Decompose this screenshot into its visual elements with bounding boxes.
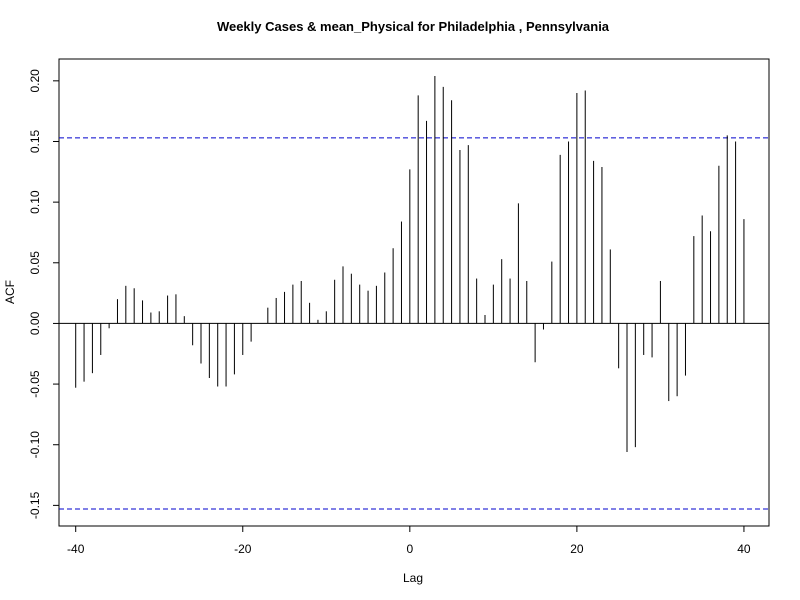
- x-axis-label: Lag: [403, 571, 423, 585]
- y-tick-label: 0.15: [28, 129, 42, 153]
- y-tick-label: -0.15: [28, 491, 42, 519]
- y-tick-label: -0.10: [28, 431, 42, 459]
- y-tick-label: 0.00: [28, 311, 42, 335]
- chart-title: Weekly Cases & mean_Physical for Philade…: [217, 19, 610, 34]
- y-tick-label: 0.05: [28, 251, 42, 275]
- x-tick-label: 0: [406, 542, 413, 556]
- plot-frame: [58, 58, 770, 527]
- x-tick-label: 20: [570, 542, 584, 556]
- x-axis: -40 -20 0 20 40: [67, 526, 751, 556]
- y-tick-label: 0.10: [28, 190, 42, 214]
- y-tick-label: -0.05: [28, 370, 42, 398]
- y-axis-label: ACF: [3, 280, 17, 304]
- x-tick-label: -40: [67, 542, 85, 556]
- x-tick-label: 40: [737, 542, 751, 556]
- x-tick-label: -20: [234, 542, 252, 556]
- y-tick-label: 0.20: [28, 69, 42, 93]
- acf-bars: [75, 75, 745, 453]
- y-axis: -0.15 -0.10 -0.05 0.00 0.05 0.10 0.15 0.20: [28, 69, 59, 519]
- confidence-bounds: [59, 137, 769, 510]
